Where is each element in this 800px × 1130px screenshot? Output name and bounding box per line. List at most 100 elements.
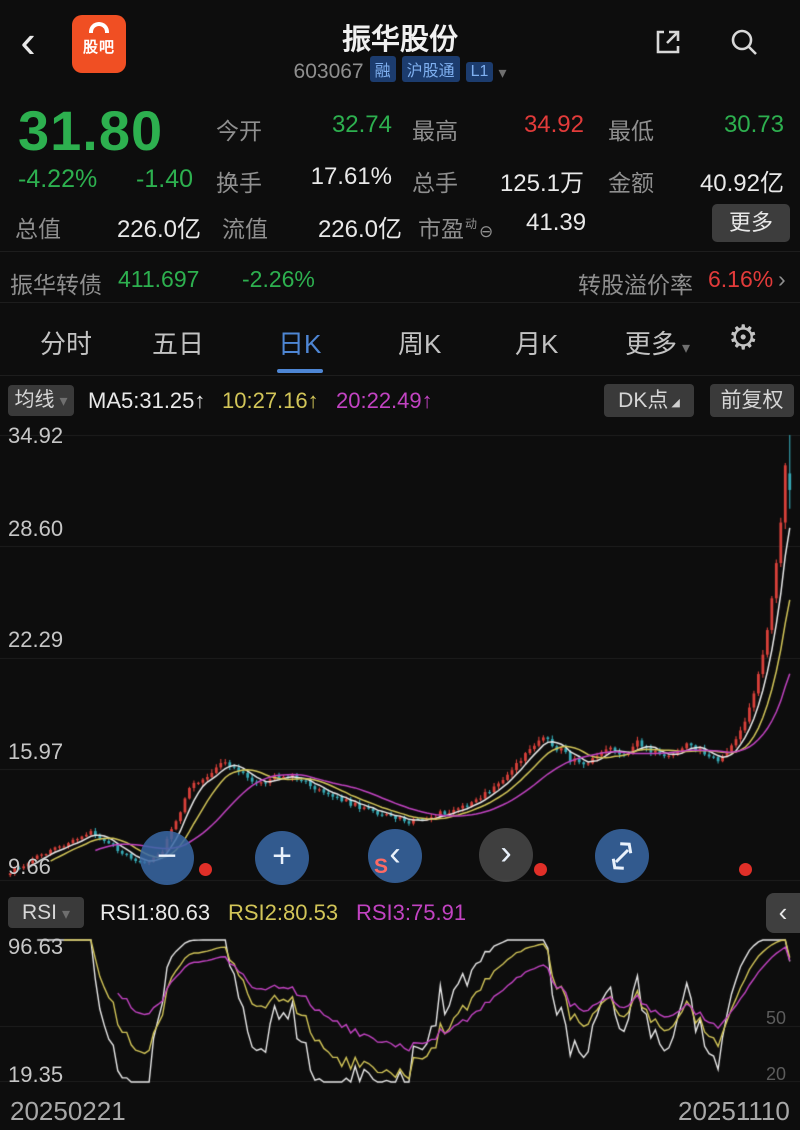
event-dot[interactable] (199, 863, 212, 876)
tab-minute[interactable]: 分时 (40, 329, 93, 359)
rsi2-legend: RSI2:80.53 (228, 900, 339, 925)
y-axis-label-4: 15.97 (8, 739, 64, 764)
bond-price: 411.697 (118, 266, 200, 292)
stat-value-open: 32.74 (331, 111, 392, 138)
stat-label-open: 今开 (216, 118, 262, 144)
minus-icon: − (157, 837, 177, 875)
bond-premium-label: 转股溢价率 (578, 272, 693, 298)
rsi-min-label: 19.35 (8, 1062, 64, 1087)
app-icon-label: 股吧 (82, 39, 115, 56)
event-dot[interactable] (534, 863, 547, 876)
expand-icon (611, 842, 633, 870)
kline-chart-canvas[interactable] (0, 420, 800, 890)
ma5-legend: MA5:31.25↑ (88, 388, 206, 413)
tab-weekly-k[interactable]: 周K (398, 329, 442, 359)
rsi-right-label-50: 50 (766, 1008, 787, 1028)
stat-label-mktcap: 总值 (15, 216, 61, 242)
y-axis-label-1: 34.92 (8, 423, 64, 448)
pe-help-icon[interactable]: ⊖ (479, 222, 494, 241)
plus-icon: + (272, 837, 292, 875)
badge-margin: 融 (369, 56, 396, 82)
ma-selector-chip[interactable]: 均线 ▾ (8, 385, 74, 416)
gear-icon[interactable]: ⚙ (728, 318, 759, 358)
fullscreen-button[interactable] (595, 829, 649, 883)
date-range-start: 20250221 (10, 1096, 126, 1126)
change-percent: -4.22% (18, 165, 98, 193)
ma10-up-icon: ↑ (307, 388, 319, 413)
stat-label-low: 最低 (608, 118, 654, 144)
chevron-right-icon: › (500, 834, 512, 872)
ma5-up-icon: ↑ (194, 388, 206, 413)
stat-value-high: 34.92 (523, 111, 584, 138)
last-price: 31.80 (18, 99, 164, 162)
stat-label-amount: 金额 (608, 170, 654, 196)
badge-hk-connect: 沪股通 (401, 56, 460, 82)
stat-value-low: 30.73 (723, 111, 784, 138)
bag-handle-icon (89, 22, 109, 33)
stat-label-floatcap: 流值 (222, 216, 268, 242)
page-title: 振华股份 (341, 24, 458, 56)
stat-label-volume: 总手 (412, 170, 458, 196)
y-axis-label-5: 9.66 (8, 854, 51, 879)
bond-name: 振华转债 (10, 272, 102, 298)
tab-monthly-k[interactable]: 月K (515, 329, 559, 359)
y-axis-label-2: 28.60 (8, 516, 64, 541)
rsi-right-label-20: 20 (766, 1064, 787, 1084)
more-stats-button[interactable]: 更多 (712, 204, 790, 242)
app-icon[interactable]: 股吧 (72, 15, 126, 73)
zoom-out-button[interactable]: − (140, 831, 194, 885)
indicator-collapse-button[interactable]: ‹ (766, 893, 800, 933)
y-axis-label-3: 22.29 (8, 627, 64, 652)
pan-left-button[interactable]: ‹ (368, 829, 422, 883)
convertible-bond-row[interactable]: 振华转债 411.697 -2.26% 转股溢价率 6.16% › (0, 251, 800, 303)
stat-label-high: 最高 (412, 118, 458, 144)
stat-value-pe: 41.39 (526, 209, 587, 236)
tab-more[interactable]: 更多 ▾ (625, 329, 691, 359)
badge-l1: L1 (465, 62, 494, 82)
stat-value-floatcap: 226.0亿 (317, 216, 402, 243)
stat-label-pe: 市盈动 ⊖ (418, 216, 494, 242)
date-range-end: 20251110 (678, 1096, 790, 1126)
sell-point-marker: S (374, 855, 389, 878)
tab-daily-k[interactable]: 日K (276, 324, 323, 373)
stock-code-row: 603067 融沪股通 L1 ▾ (0, 56, 800, 84)
change-amount: -1.40 (136, 165, 193, 193)
code-dropdown-icon[interactable]: ▾ (498, 65, 507, 82)
ma10-legend: 10:27.16↑ (222, 388, 319, 413)
rsi-chart-canvas[interactable] (0, 932, 800, 1090)
dk-corner-icon: ◢ (671, 397, 680, 409)
active-tab-underline (276, 369, 323, 373)
bond-chevron-icon: › (778, 266, 786, 292)
indicator-selector-chip[interactable]: RSI ▾ (8, 897, 84, 928)
stat-label-turnover: 换手 (216, 170, 262, 196)
pan-right-button[interactable]: › (479, 828, 533, 882)
dk-points-button[interactable]: DK点 ◢ (604, 384, 694, 417)
forward-adjust-button[interactable]: 前复权 (710, 384, 794, 417)
event-dot[interactable] (739, 863, 752, 876)
back-button[interactable]: ‹ (20, 15, 36, 67)
stat-value-amount: 40.92亿 (699, 170, 784, 197)
zoom-in-button[interactable]: + (255, 831, 309, 885)
rsi3-legend: RSI3:75.91 (356, 900, 467, 925)
bond-change: -2.26% (242, 266, 315, 292)
period-tab-bar: 分时 五日 日K 周K 月K 更多 ▾ ⚙ (0, 304, 800, 376)
ma-dropdown-icon: ▾ (59, 393, 68, 410)
bond-premium-value: 6.16% (708, 266, 774, 292)
ma20-legend: 20:22.49↑ (336, 388, 433, 413)
stat-value-turnover: 17.61% (310, 163, 392, 190)
indicator-dropdown-icon: ▾ (61, 906, 71, 923)
chevron-left-icon: ‹ (389, 835, 401, 873)
tab-5day[interactable]: 五日 (152, 329, 205, 359)
stat-value-mktcap: 226.0亿 (116, 216, 201, 243)
stat-value-volume: 125.1万 (499, 170, 584, 197)
search-icon[interactable] (728, 26, 760, 58)
rsi1-legend: RSI1:80.63 (100, 900, 211, 925)
ma20-up-icon: ↑ (421, 388, 433, 413)
stock-code: 603067 (293, 60, 364, 83)
share-icon[interactable] (652, 26, 684, 58)
pe-superscript: 动 (465, 217, 478, 231)
rsi-max-label: 96.63 (8, 934, 64, 959)
change-row: -4.22% -1.40 (18, 165, 193, 194)
tab-more-dropdown-icon: ▾ (682, 340, 691, 357)
